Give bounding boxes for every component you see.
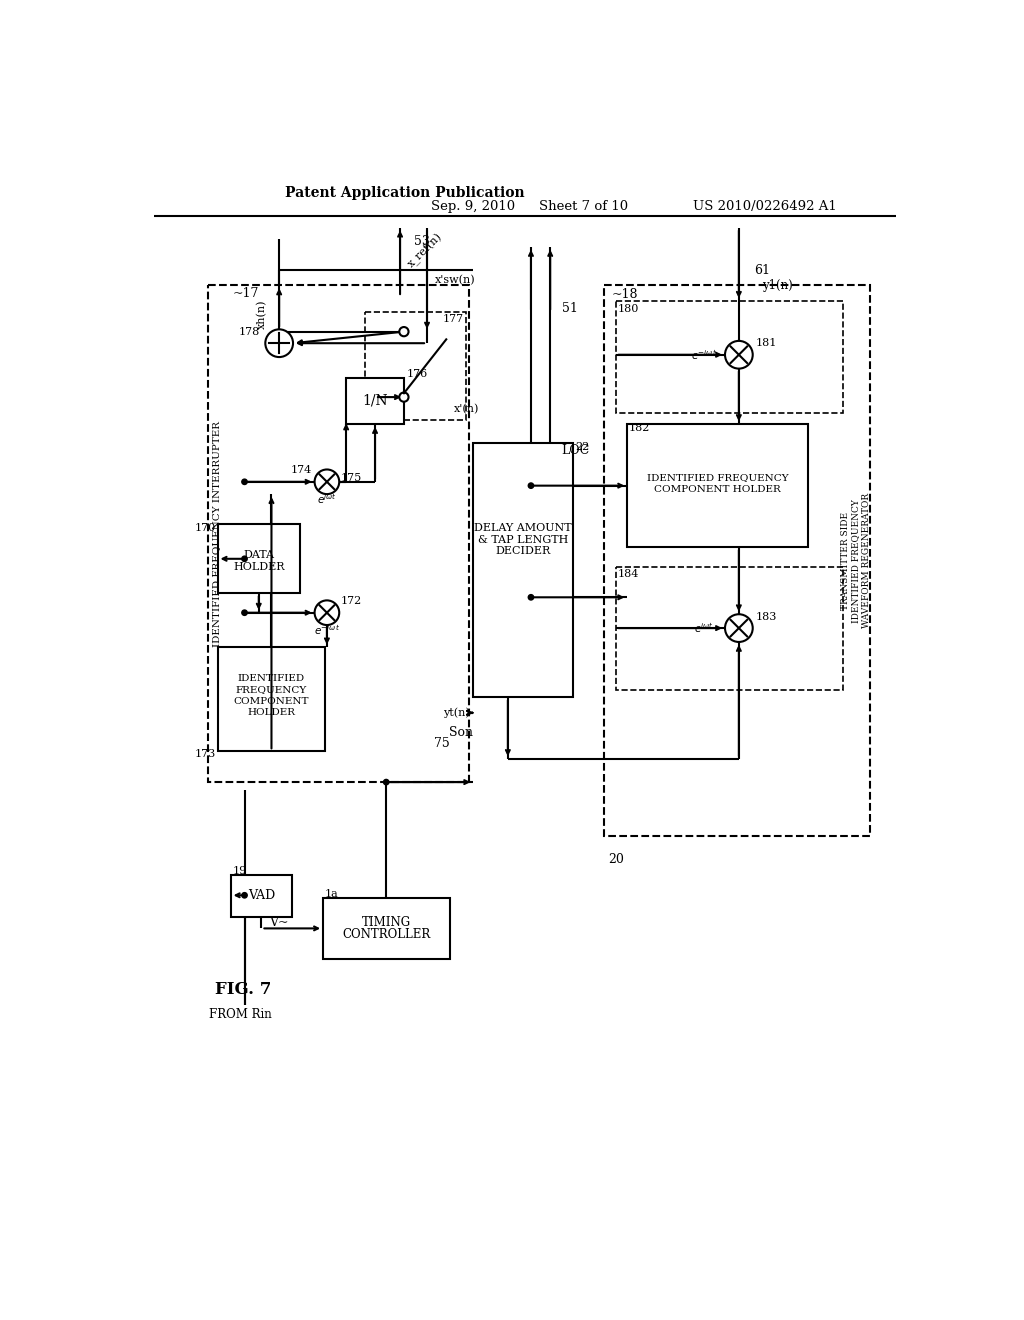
Text: TRANSMITTER SIDE
IDENTIFIED FREQUENCY
WAVEFORM REGENERATOR: TRANSMITTER SIDE IDENTIFIED FREQUENCY WA… bbox=[841, 494, 870, 628]
Text: US 2010/0226492 A1: US 2010/0226492 A1 bbox=[692, 199, 837, 213]
Text: yt(n): yt(n) bbox=[442, 708, 469, 718]
Circle shape bbox=[265, 330, 293, 358]
Text: ~17: ~17 bbox=[232, 286, 259, 300]
Text: x'(n): x'(n) bbox=[454, 404, 479, 413]
Circle shape bbox=[399, 392, 409, 401]
Text: 75: 75 bbox=[434, 737, 451, 750]
Bar bbox=[604, 285, 869, 836]
Text: FROM Rin: FROM Rin bbox=[209, 1008, 272, 1022]
Text: $e^{j\omega t}$: $e^{j\omega t}$ bbox=[316, 492, 337, 506]
Text: DATA: DATA bbox=[244, 550, 274, 560]
Text: 172: 172 bbox=[341, 597, 362, 606]
Text: 51: 51 bbox=[562, 302, 578, 315]
Circle shape bbox=[528, 594, 534, 601]
Circle shape bbox=[725, 341, 753, 368]
Text: LOC: LOC bbox=[562, 445, 590, 458]
Bar bbox=[346, 378, 403, 424]
Text: $e^{-j\omega t}$: $e^{-j\omega t}$ bbox=[313, 623, 340, 636]
Text: 1/N: 1/N bbox=[362, 393, 388, 408]
Text: Son: Son bbox=[450, 726, 473, 739]
Bar bbox=[615, 301, 843, 413]
Text: & TAP LENGTH: & TAP LENGTH bbox=[478, 535, 568, 545]
Text: IDENTIFIED: IDENTIFIED bbox=[238, 673, 305, 682]
Bar bbox=[628, 424, 808, 548]
Text: V~: V~ bbox=[269, 916, 289, 929]
Text: Sep. 9, 2010: Sep. 9, 2010 bbox=[431, 199, 515, 213]
Text: DECIDER: DECIDER bbox=[496, 546, 551, 556]
Text: 173: 173 bbox=[195, 748, 216, 759]
Text: COMPONENT: COMPONENT bbox=[233, 697, 309, 706]
Text: y1(n): y1(n) bbox=[762, 279, 793, 292]
Bar bbox=[323, 898, 451, 960]
Text: HOLDER: HOLDER bbox=[248, 709, 296, 717]
Text: COMPONENT HOLDER: COMPONENT HOLDER bbox=[654, 484, 781, 494]
Text: 178: 178 bbox=[239, 326, 260, 337]
Text: ~18: ~18 bbox=[611, 288, 638, 301]
Bar bbox=[217, 647, 326, 751]
Text: xh(n): xh(n) bbox=[257, 300, 267, 329]
Bar bbox=[473, 444, 573, 697]
Text: $e^{j\omega t}$: $e^{j\omega t}$ bbox=[694, 622, 714, 635]
Text: CONTROLLER: CONTROLLER bbox=[342, 928, 430, 941]
Text: x_ref(n): x_ref(n) bbox=[406, 231, 444, 271]
Text: 170: 170 bbox=[195, 523, 216, 533]
Bar bbox=[615, 566, 843, 689]
Text: FIG. 7: FIG. 7 bbox=[215, 982, 271, 998]
Circle shape bbox=[242, 892, 247, 898]
Bar bbox=[230, 874, 292, 917]
Text: $e^{-j\omega t}$: $e^{-j\omega t}$ bbox=[691, 348, 717, 362]
Text: 180: 180 bbox=[617, 304, 639, 314]
Text: 176: 176 bbox=[407, 370, 427, 379]
Bar bbox=[217, 524, 300, 594]
Text: 183: 183 bbox=[756, 611, 777, 622]
Text: DELAY AMOUNT: DELAY AMOUNT bbox=[474, 523, 572, 533]
Text: 175: 175 bbox=[341, 473, 362, 483]
Text: Sheet 7 of 10: Sheet 7 of 10 bbox=[539, 199, 628, 213]
Text: 174: 174 bbox=[290, 465, 311, 475]
Text: IDENTIFIED FREQUENCY INTERRUPTER: IDENTIFIED FREQUENCY INTERRUPTER bbox=[212, 421, 221, 647]
Circle shape bbox=[314, 601, 339, 626]
Text: TIMING: TIMING bbox=[361, 916, 411, 929]
Circle shape bbox=[242, 556, 247, 561]
Circle shape bbox=[528, 483, 534, 488]
Text: x'sw(n): x'sw(n) bbox=[435, 275, 475, 285]
Text: 181: 181 bbox=[756, 338, 777, 348]
Text: FREQUENCY: FREQUENCY bbox=[236, 685, 307, 694]
Text: 184: 184 bbox=[617, 569, 639, 579]
Text: 53: 53 bbox=[414, 235, 430, 248]
Text: 20: 20 bbox=[608, 853, 624, 866]
Bar bbox=[208, 285, 469, 781]
Text: IDENTIFIED FREQUENCY: IDENTIFIED FREQUENCY bbox=[647, 474, 788, 482]
Text: 177: 177 bbox=[442, 314, 464, 323]
Text: 19: 19 bbox=[232, 866, 247, 875]
Circle shape bbox=[242, 610, 247, 615]
Text: 1a: 1a bbox=[325, 888, 338, 899]
Text: 182: 182 bbox=[629, 422, 650, 433]
Text: VAD: VAD bbox=[248, 888, 275, 902]
Circle shape bbox=[242, 479, 247, 484]
Circle shape bbox=[314, 470, 339, 494]
Text: 61: 61 bbox=[755, 264, 770, 277]
Text: Patent Application Publication: Patent Application Publication bbox=[285, 186, 524, 201]
Circle shape bbox=[725, 614, 753, 642]
Circle shape bbox=[399, 327, 409, 337]
Bar bbox=[366, 313, 466, 420]
Text: HOLDER: HOLDER bbox=[233, 561, 285, 572]
Text: 22: 22 bbox=[575, 442, 590, 453]
Circle shape bbox=[384, 779, 389, 785]
